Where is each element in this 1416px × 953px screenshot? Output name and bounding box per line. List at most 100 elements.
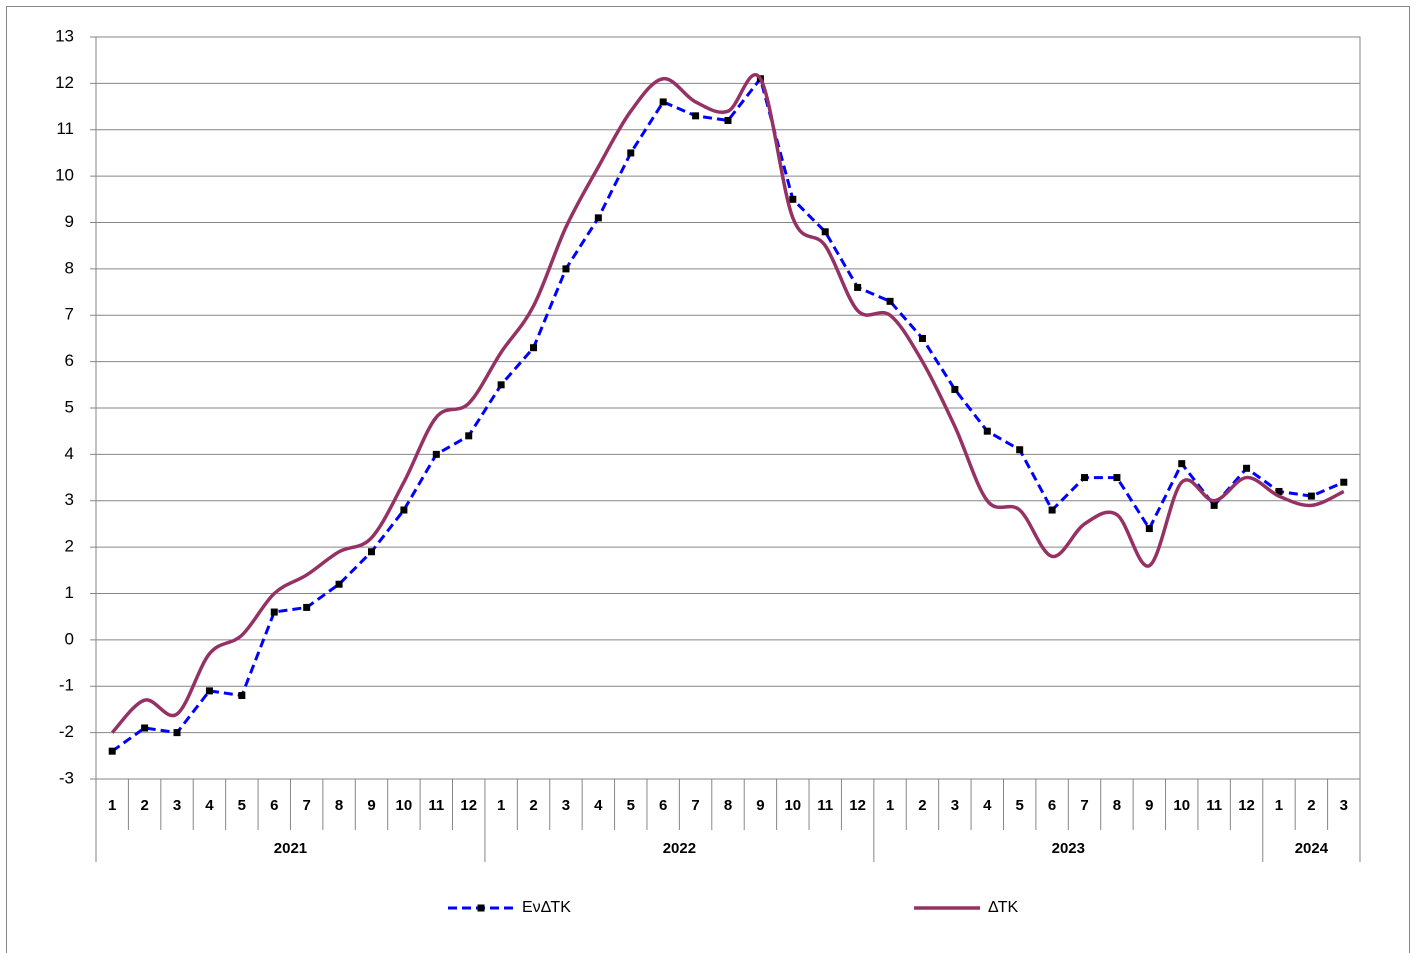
data-point [659,98,667,106]
x-tick-label: 9 [756,797,764,814]
x-tick-label: 10 [396,797,413,814]
legend-label: EνΔΤΚ [522,899,571,916]
data-point [692,112,700,120]
y-tick-label: 6 [65,351,74,370]
x-tick-label: 12 [849,797,866,814]
plot-border [95,36,1361,780]
data-point [432,450,440,458]
y-tick-label: 2 [65,537,74,556]
data-point [141,724,149,732]
group-label: 2024 [1295,840,1329,857]
data-point [1113,474,1121,482]
data-point [1016,446,1024,454]
data-point [886,297,894,305]
data-point [1243,464,1251,472]
data-point [497,381,505,389]
y-tick-label: 0 [65,629,74,648]
data-point [821,228,829,236]
data-point [1048,506,1056,514]
data-point [367,548,375,556]
x-tick-label: 2 [918,797,926,814]
x-tick-label: 2 [1307,797,1315,814]
x-tick-label: 3 [1340,797,1348,814]
y-tick-label: 8 [65,258,74,277]
series-line [110,73,1345,734]
data-point [1178,460,1186,468]
x-tick-label: 6 [659,797,667,814]
x-tick-label: 11 [817,797,833,814]
y-tick-label: 5 [65,397,74,416]
x-tick-label: 10 [784,797,801,814]
legend-label: ΔΤΚ [988,899,1019,916]
x-tick-label: 8 [1113,797,1121,814]
data-point [530,344,538,352]
data-point [724,116,732,124]
data-point [1210,501,1218,509]
y-tick-label: 12 [55,73,74,92]
y-tick-label: 10 [55,166,74,185]
data-point [108,747,116,755]
x-tick-label: 9 [367,797,375,814]
data-point [205,687,213,695]
data-point [854,283,862,291]
data-point [270,608,278,616]
y-tick-label: -1 [59,676,74,695]
x-tick-label: 1 [497,797,505,814]
x-tick-label: 12 [1238,797,1255,814]
data-point [1145,525,1153,533]
y-tick-label: 7 [65,305,74,324]
y-tick-label: 9 [65,212,74,231]
data-point [238,692,246,700]
x-tick-label: 4 [983,797,992,814]
chart-border [6,6,1410,953]
y-tick-label: 1 [65,583,74,602]
data-point [335,580,343,588]
x-tick-label: 2 [140,797,148,814]
x-tick-label: 12 [460,797,477,814]
data-point [1307,492,1315,500]
x-tick-label: 4 [205,797,214,814]
x-tick-label: 5 [238,797,246,814]
x-tick-label: 1 [108,797,116,814]
data-point [1081,474,1089,482]
data-point [789,195,797,203]
x-tick-label: 6 [270,797,278,814]
data-point [918,334,926,342]
x-tick-label: 7 [1080,797,1088,814]
data-point [983,427,991,435]
x-tick-label: 5 [627,797,635,814]
y-tick-label: 4 [65,444,74,463]
y-tick-label: -2 [59,722,74,741]
x-tick-label: 1 [1275,797,1283,814]
data-point [400,506,408,514]
data-point [594,214,602,222]
x-tick-label: 3 [951,797,959,814]
y-tick-label: 11 [56,119,74,138]
x-tick-label: 7 [302,797,310,814]
y-tick-label: 13 [55,26,74,45]
x-tick-label: 7 [691,797,699,814]
legend-marker [477,904,485,912]
x-tick-label: 5 [1016,797,1024,814]
x-tick-label: 3 [173,797,181,814]
x-tick-label: 4 [594,797,603,814]
group-label: 2023 [1052,840,1085,857]
data-point [173,729,181,737]
data-point [303,603,311,611]
x-tick-label: 6 [1048,797,1056,814]
x-tick-label: 9 [1145,797,1153,814]
x-tick-label: 2 [529,797,537,814]
data-point [1340,478,1348,486]
series-line [111,75,1345,753]
x-tick-label: 8 [335,797,343,814]
x-tick-label: 10 [1173,797,1190,814]
x-tick-label: 8 [724,797,732,814]
group-label: 2021 [274,840,307,857]
group-label: 2022 [663,840,696,857]
x-tick-label: 11 [1206,797,1222,814]
x-tick-label: 11 [428,797,444,814]
data-point [465,432,473,440]
data-point [562,265,570,273]
